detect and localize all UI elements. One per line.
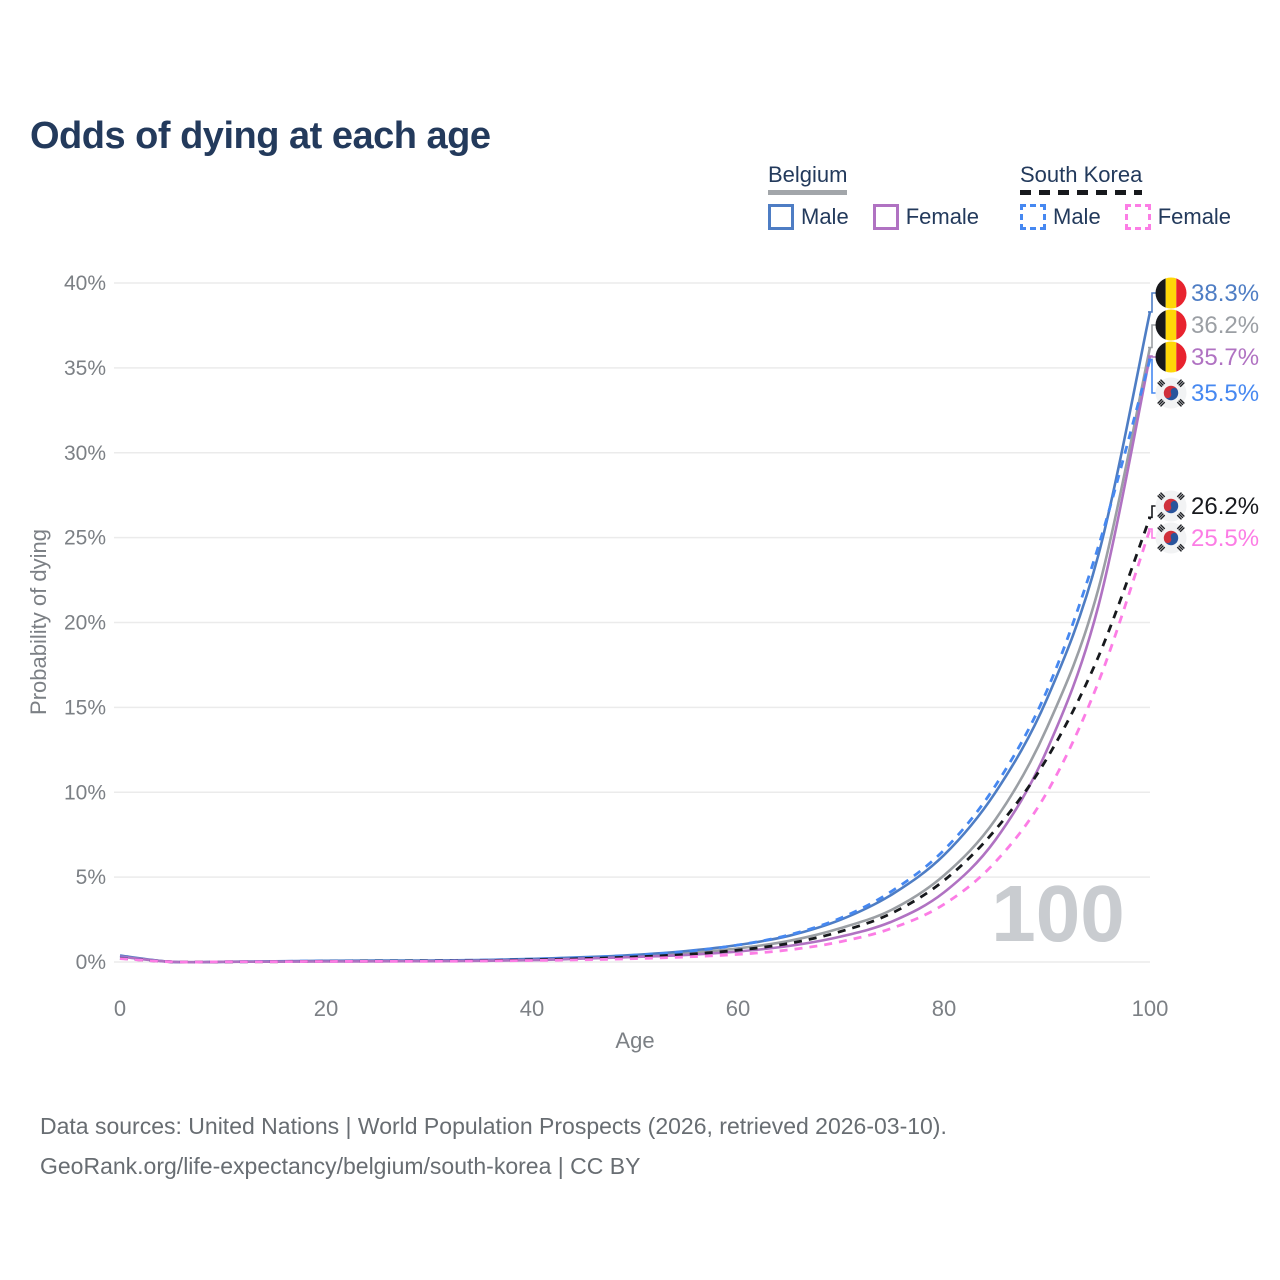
legend-item-belgium-female[interactable]: Female [872,204,980,230]
legend-item-label: Female [1157,204,1232,229]
annotation-connector [1148,324,1156,349]
legend-group-south-korea: South Korea Male Female [1020,162,1255,230]
south-korea-female-swatch [1124,204,1151,230]
y-tick-label: 10% [64,781,106,804]
legend-item-belgium-male[interactable]: Male [768,204,849,230]
annotation-connector [1148,355,1156,358]
page-title: Odds of dying at each age [30,115,491,158]
annotation-connector [1148,292,1156,313]
end-value-annotations: 38.3% 36.2% 35.7% 35.5% 26.2% 25.5% [1148,277,1259,554]
y-tick-label: 5% [76,866,106,889]
y-tick-label: 20% [64,612,106,635]
south-korea-male-swatch [1020,204,1046,230]
south-korea-line-style-dashed [1020,190,1143,195]
y-tick-label: 35% [64,357,106,380]
series-lines [119,311,1152,964]
legend-group-belgium: Belgium Male Female [768,162,1003,230]
series-line-south_korea_female [119,528,1152,964]
y-tick-label: 30% [64,442,106,465]
flag-south-korea-icon [1155,522,1187,554]
annotation-connector [1148,505,1156,519]
x-tick-label: 20 [314,996,338,1021]
legend-items-belgium: Male Female [768,204,1003,230]
x-tick-label: 80 [932,996,956,1021]
flag-south-korea-icon [1155,377,1187,409]
y-tick-label: 25% [64,527,106,550]
belgium-female-swatch [872,204,899,230]
flag-south-korea-icon [1155,490,1187,522]
legend-items-south-korea: Male Female [1020,204,1255,230]
annotation-value: 38.3% [1191,280,1259,307]
flag-belgium-icon [1155,341,1187,373]
y-axis-tick-labels: 0% 5% 10% 15% 20% 25% 30% 35% 40% [64,272,106,974]
legend-country-label: Belgium [768,162,848,187]
flag-belgium-icon [1155,309,1187,341]
legend-country-belgium[interactable]: Belgium [768,162,848,195]
legend-country-label: South Korea [1020,162,1143,187]
legend-item-label: Male [1053,204,1101,229]
flag-belgium-icon [1155,277,1187,309]
annotation-value: 35.5% [1191,380,1259,407]
x-axis-title: Age [615,1028,654,1053]
attribution-line: GeoRank.org/life-expectancy/belgium/sout… [40,1153,641,1180]
legend-item-south-korea-female[interactable]: Female [1124,204,1232,230]
x-tick-label: 40 [520,996,544,1021]
x-tick-label: 100 [1132,996,1169,1021]
x-tick-label: 0 [114,996,126,1021]
annotation-connector [1148,528,1156,539]
data-sources-line: Data sources: United Nations | World Pop… [40,1113,947,1139]
annotation-value: 25.5% [1191,525,1259,552]
y-axis-title: Probability of dying [26,529,51,715]
annotation-value: 36.2% [1191,312,1259,339]
y-tick-label: 40% [64,272,106,295]
x-tick-label: 60 [726,996,750,1021]
belgium-line-style-solid [768,190,848,195]
legend-item-label: Male [801,204,849,229]
annotation-connector [1148,358,1156,394]
gridlines [114,282,1150,963]
y-tick-label: 0% [76,951,106,974]
annotation-value: 35.7% [1191,344,1259,371]
footer: Data sources: United Nations | World Pop… [40,1106,947,1186]
x-axis-tick-labels: 0 20 40 60 80 100 [114,996,1168,1021]
annotation-value: 26.2% [1191,493,1259,520]
legend-item-south-korea-male[interactable]: Male [1020,204,1101,230]
series-line-belgium_male [119,311,1152,964]
age-counter-watermark: 100 [991,869,1124,958]
y-tick-label: 15% [64,696,106,719]
legend-item-label: Female [905,204,980,229]
legend-country-south-korea[interactable]: South Korea [1020,162,1143,195]
belgium-male-swatch [768,204,794,230]
